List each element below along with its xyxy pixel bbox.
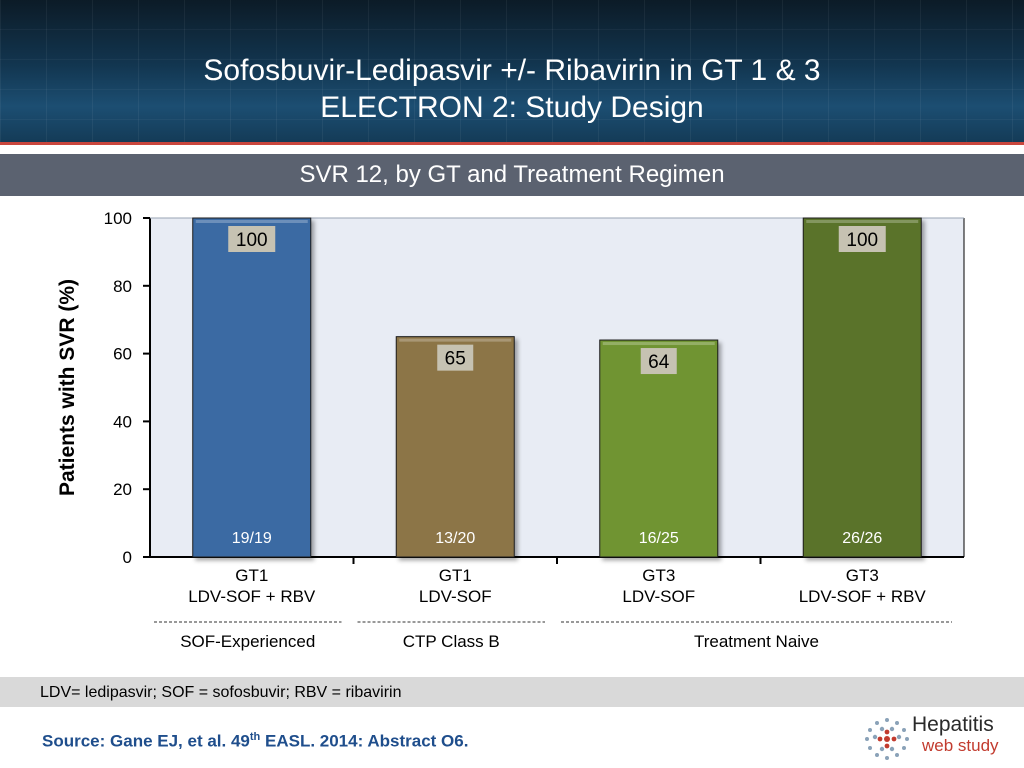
y-tick-label: 100 <box>104 209 132 228</box>
x-category-label: GT1 <box>235 566 268 585</box>
y-tick-label: 0 <box>123 548 132 567</box>
data-label-box <box>228 226 276 252</box>
x-category-label: GT3 <box>642 566 675 585</box>
data-label: 64 <box>648 352 670 373</box>
data-label-box <box>640 348 677 375</box>
y-tick-label: 40 <box>113 412 132 431</box>
bar-chart: 0 20 40 60 80 100 Patients with SVR (%) 100 19/1… <box>56 209 965 651</box>
data-label-box <box>838 226 886 252</box>
slide-title-line-1: Sofosbuvir-Ledipasvir +/- Ribavirin in G… <box>203 54 821 87</box>
y-tick-label: 80 <box>113 277 132 296</box>
x-category-label: GT1 <box>439 566 472 585</box>
header-accent-line <box>0 142 1024 145</box>
abbreviations-footnote: LDV= ledipasvir; SOF = sofosbuvir; RBV =… <box>0 677 1024 707</box>
y-axis-label: Patients with SVR (%) <box>56 279 79 496</box>
patient-count-label: 26/26 <box>842 530 882 547</box>
source-suffix: EASL. 2014: Abstract O6. <box>260 731 469 751</box>
y-tick-label: 60 <box>113 345 132 364</box>
source-citation: Source: Gane EJ, et al. 49th EASL. 2014:… <box>42 731 468 752</box>
data-label: 65 <box>445 349 466 370</box>
y-tick-label: 20 <box>113 480 132 499</box>
x-category-label: LDV-SOF <box>622 587 695 606</box>
header-spacer <box>0 145 1024 154</box>
source-superscript: th <box>249 731 261 743</box>
chart-subtitle-bar: SVR 12, by GT and Treatment Regimen <box>0 154 1024 196</box>
slide-title-line-2: ELECTRON 2: Study Design <box>320 91 704 124</box>
data-label: 100 <box>236 230 268 251</box>
data-label: 100 <box>846 230 878 251</box>
bar <box>192 217 312 558</box>
bar <box>802 217 922 558</box>
bar-highlight <box>399 338 512 342</box>
patient-count-label: 13/20 <box>435 530 475 547</box>
bar-highlight <box>195 220 308 223</box>
chart-subtitle: SVR 12, by GT and Treatment Regimen <box>299 161 725 188</box>
patient-count-label: 16/25 <box>639 530 679 547</box>
bar-highlight <box>806 220 919 223</box>
hepatitis-web-study-logo: Hepatitis web study <box>864 713 1014 762</box>
x-category-label: LDV-SOF + RBV <box>799 587 927 606</box>
group-label: Treatment Naive <box>694 632 819 651</box>
slide-title: Sofosbuvir-Ledipasvir +/- Ribavirin in G… <box>0 52 1024 126</box>
logo-sub-text: web study <box>922 736 999 755</box>
group-label: CTP Class B <box>403 632 500 651</box>
data-label-box <box>437 344 474 371</box>
slide-header: Sofosbuvir-Ledipasvir +/- Ribavirin in G… <box>0 0 1024 142</box>
group-label: SOF-Experienced <box>180 632 315 651</box>
header-background-pattern <box>0 0 1024 142</box>
bar <box>599 339 719 558</box>
x-category-label: LDV-SOF <box>419 587 492 606</box>
footnote-text: LDV= ledipasvir; SOF = sofosbuvir; RBV =… <box>40 684 402 701</box>
patient-count-label: 19/19 <box>232 530 272 547</box>
dot-globe-icon <box>865 718 909 760</box>
source-prefix: Source: Gane EJ, et al. 49 <box>42 731 250 751</box>
logo-brand-text: Hepatitis <box>912 713 994 736</box>
bar <box>395 336 515 558</box>
x-category-label: LDV-SOF + RBV <box>188 587 316 606</box>
x-category-label: GT3 <box>846 566 879 585</box>
bar-highlight <box>602 342 715 346</box>
